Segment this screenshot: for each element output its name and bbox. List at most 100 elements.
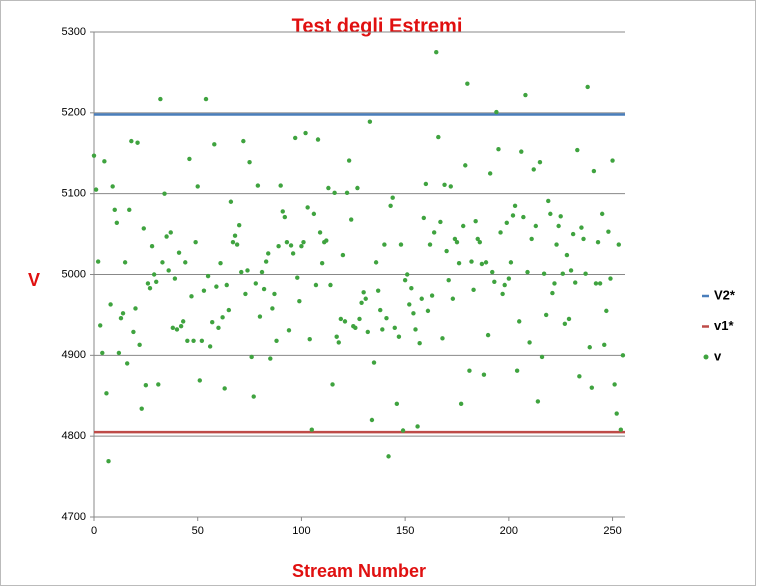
point: [278, 183, 283, 188]
point: [112, 207, 117, 213]
point: [581, 236, 586, 242]
point: [417, 341, 422, 346]
point: [419, 296, 424, 301]
y-axis-label: V: [28, 270, 40, 290]
point: [610, 158, 615, 163]
point: [363, 296, 368, 301]
point: [257, 314, 263, 319]
point: [425, 308, 431, 314]
x-tick-label: 150: [396, 525, 414, 537]
point: [317, 230, 323, 235]
point: [560, 271, 565, 276]
point: [172, 276, 178, 281]
point: [234, 242, 240, 247]
point: [149, 244, 155, 249]
point: [407, 302, 412, 307]
point: [349, 217, 354, 222]
point: [239, 269, 244, 275]
point: [180, 319, 186, 324]
point: [490, 269, 495, 275]
point: [203, 96, 209, 102]
point: [183, 260, 188, 265]
point: [531, 167, 536, 172]
point: [535, 399, 541, 404]
point: [195, 184, 200, 189]
point: [251, 394, 256, 399]
point: [452, 236, 458, 242]
point: [612, 382, 617, 387]
point: [514, 368, 520, 373]
point: [220, 315, 225, 320]
point: [369, 417, 375, 423]
point: [382, 242, 387, 247]
point: [577, 374, 582, 379]
point: [292, 135, 298, 141]
point: [305, 205, 310, 210]
point: [556, 223, 561, 229]
point: [147, 286, 153, 291]
point: [533, 223, 539, 229]
y-tick-label: 5100: [62, 188, 86, 200]
point: [394, 401, 400, 407]
point: [282, 214, 288, 220]
point: [95, 259, 101, 264]
point: [618, 427, 624, 432]
point: [367, 119, 373, 124]
point: [164, 234, 169, 239]
point: [415, 424, 420, 429]
point: [380, 327, 385, 332]
point: [176, 250, 182, 255]
point: [548, 211, 553, 217]
point: [448, 184, 453, 189]
point: [332, 190, 337, 196]
point: [313, 282, 319, 288]
point: [319, 260, 325, 266]
point: [224, 282, 229, 288]
point: [396, 334, 402, 339]
point: [197, 378, 202, 383]
point: [413, 327, 418, 332]
point: [400, 428, 406, 433]
point: [487, 171, 493, 176]
point: [500, 291, 505, 297]
point: [471, 287, 476, 293]
legend-label: V2*: [714, 287, 736, 302]
point: [344, 190, 350, 196]
point: [620, 353, 626, 358]
point: [390, 195, 395, 200]
point: [245, 268, 250, 273]
point: [388, 203, 393, 208]
point: [205, 273, 211, 279]
point: [129, 138, 134, 144]
point: [299, 244, 304, 249]
point: [116, 350, 122, 356]
point: [481, 372, 487, 377]
point: [261, 286, 267, 292]
point: [133, 306, 138, 311]
point: [527, 340, 532, 345]
point: [550, 290, 555, 296]
point: [517, 319, 522, 324]
point: [207, 344, 213, 349]
y-tick-label: 5300: [62, 26, 86, 38]
point: [185, 338, 190, 343]
point: [446, 277, 451, 283]
point: [616, 242, 621, 247]
point: [286, 328, 292, 333]
point: [467, 368, 472, 373]
point: [483, 260, 489, 265]
point: [521, 214, 526, 220]
point: [456, 260, 462, 266]
point: [519, 149, 524, 154]
point: [168, 230, 173, 235]
y-tick-label: 4800: [62, 430, 86, 442]
point: [492, 279, 497, 284]
point: [232, 233, 238, 238]
point: [187, 156, 192, 162]
point: [361, 290, 366, 295]
point: [604, 308, 609, 314]
y-tick-label: 5200: [62, 107, 86, 119]
point: [442, 182, 447, 187]
point: [174, 327, 180, 332]
